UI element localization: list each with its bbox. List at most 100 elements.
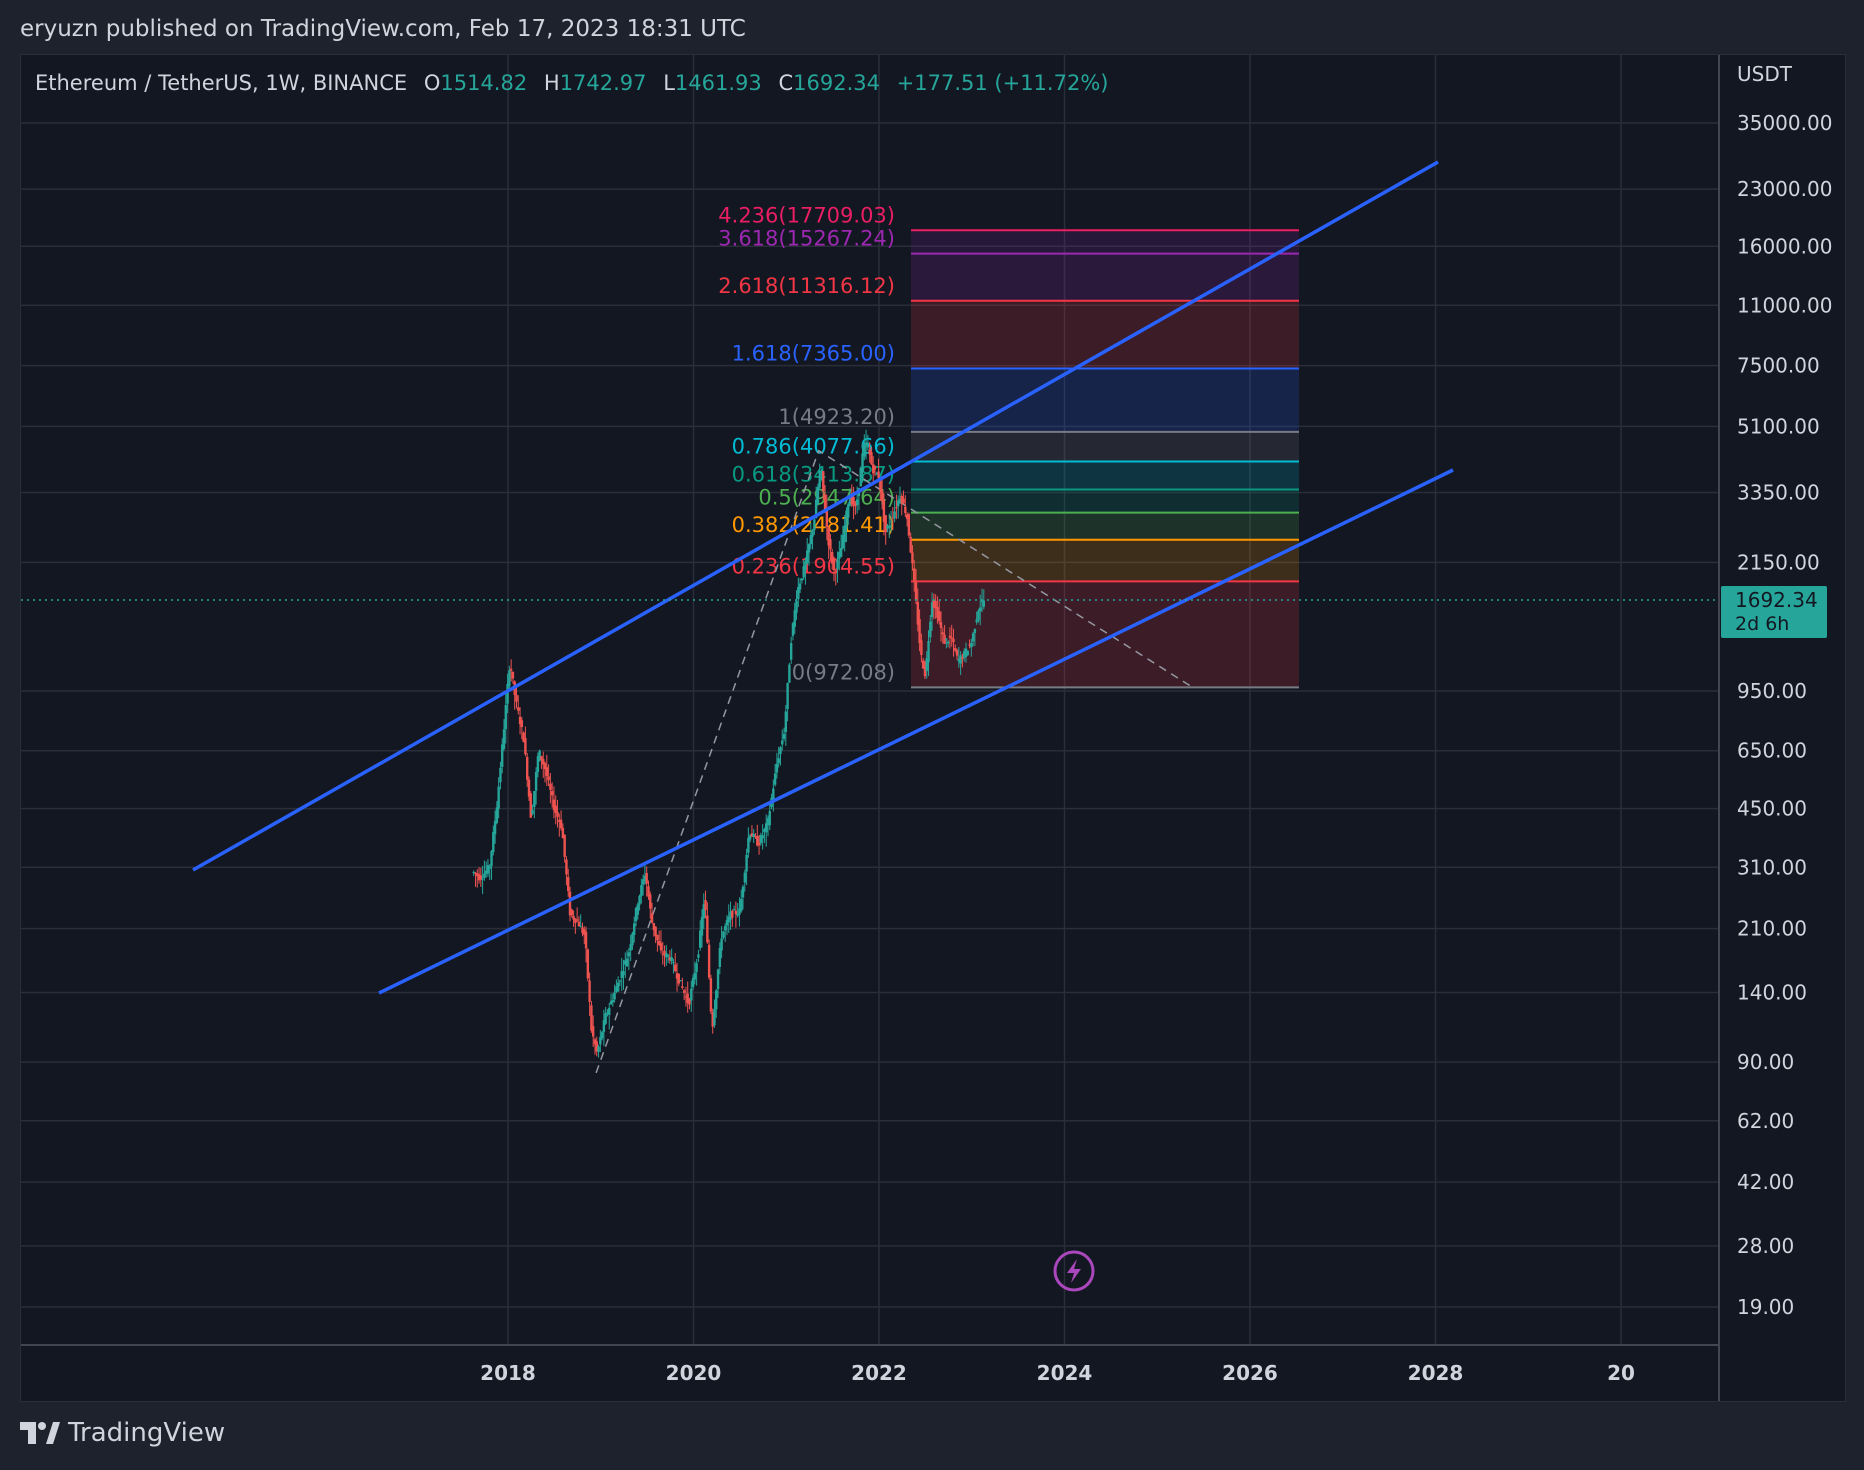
symbol-name[interactable]: Ethereum / TetherUS, 1W, BINANCE (35, 71, 408, 95)
candle-body (552, 799, 556, 811)
tradingview-brand[interactable]: TradingView (20, 1418, 225, 1448)
candle-body (889, 521, 893, 523)
candle-body (650, 913, 654, 923)
candle-body (756, 836, 759, 846)
candle-body (741, 886, 745, 898)
candle-body (854, 504, 857, 507)
candle-body (527, 779, 531, 797)
candle-body (793, 610, 796, 627)
price-tag-box[interactable] (1721, 586, 1827, 639)
candle-body (501, 744, 504, 767)
candle-body (782, 733, 786, 739)
time-tick-label: 20 (1607, 1361, 1635, 1385)
candle-body (638, 895, 641, 905)
candle-body (665, 953, 668, 958)
open-value: 1514.82 (440, 71, 528, 95)
candle-body (868, 449, 871, 455)
candle-body (968, 644, 971, 646)
candle-body (898, 498, 902, 501)
candle-body (474, 872, 477, 874)
symbol-legend: Ethereum / TetherUS, 1W, BINANCE O1514.8… (35, 71, 1108, 95)
candle-body (980, 601, 984, 603)
candle-body (757, 842, 761, 846)
candle-body (948, 635, 952, 638)
candle-body (542, 759, 545, 765)
candle-body (900, 495, 903, 504)
price-tick-label: 140.00 (1737, 980, 1807, 1004)
candle-body (611, 1000, 615, 1003)
time-tick-label: 2020 (666, 1361, 722, 1385)
candle-body (709, 978, 713, 1012)
candle-body (549, 783, 552, 790)
fib-zone (911, 230, 1299, 254)
candle-body (561, 827, 565, 839)
fib-level-label: 2.618(11316.12) (718, 274, 895, 298)
candle-body (848, 497, 852, 506)
candle-body (483, 873, 486, 879)
lightning-bolt-icon (1067, 1259, 1081, 1283)
candle-body (880, 490, 884, 502)
candle-body (666, 955, 670, 957)
candle-body (583, 929, 586, 935)
candle-body (608, 1007, 611, 1015)
price-tick-label: 19.00 (1737, 1295, 1794, 1319)
candle-body (829, 539, 832, 550)
candle-body (850, 493, 854, 505)
open-label: O (423, 71, 441, 95)
channel-lower-line[interactable] (378, 468, 1454, 995)
chart-canvas[interactable]: 35000.00 23000.00 16000.00 11000.00 7500.00 5… (21, 55, 1845, 1401)
candle-body (939, 621, 943, 628)
candle-body (615, 986, 618, 992)
candle-body (702, 904, 705, 919)
candle-body (511, 671, 515, 679)
chart-area[interactable]: 35000.00 23000.00 16000.00 11000.00 7500.00 5… (20, 54, 1846, 1402)
candle-body (795, 600, 798, 613)
candle-body (497, 786, 500, 809)
candle-body (786, 683, 789, 709)
candle-body (961, 657, 964, 660)
candle-body (659, 942, 663, 951)
price-tick-label: 62.00 (1737, 1109, 1794, 1133)
candle-body (597, 1046, 600, 1052)
channel-upper-line[interactable] (192, 160, 1439, 872)
candle-body (536, 756, 540, 773)
candle-body (488, 866, 491, 869)
candle-body (684, 996, 688, 998)
candle-body (870, 452, 873, 464)
candle-body (506, 683, 509, 704)
candle-body (832, 558, 836, 571)
candle-body (839, 547, 843, 558)
candle-body (772, 788, 775, 802)
candle-body (929, 621, 932, 638)
fib-level-label: 4.236(17709.03) (718, 203, 895, 227)
candle-body (962, 651, 966, 658)
candle-body (807, 544, 811, 553)
candle-body (624, 960, 627, 965)
fib-level-label: 3.618(15267.24) (718, 227, 895, 251)
candle-body (656, 934, 659, 941)
candle-body (492, 832, 495, 853)
candle-body (629, 944, 632, 951)
price-tick-label: 16000.00 (1737, 234, 1832, 258)
candle-body (895, 507, 898, 509)
candle-body (633, 923, 636, 935)
candle-body (740, 898, 743, 912)
candle-body (909, 536, 912, 553)
close-value: 1692.34 (793, 71, 880, 95)
candle-body (515, 694, 518, 702)
candle-body (973, 629, 977, 634)
lightning-icon[interactable] (1053, 1250, 1095, 1292)
fib-trend-line[interactable] (595, 449, 1195, 1074)
candle-body (966, 650, 969, 656)
candle-body (657, 941, 661, 946)
candle-body (938, 611, 941, 622)
candle-body (504, 704, 507, 730)
candle-body (952, 638, 955, 643)
candle-body (602, 1020, 606, 1033)
chart-background (21, 55, 1845, 1401)
candle-body (720, 938, 723, 951)
candle-body (581, 927, 584, 934)
time-tick-label: 2028 (1408, 1361, 1464, 1385)
candle-body (634, 908, 638, 922)
candle-body (914, 582, 918, 601)
